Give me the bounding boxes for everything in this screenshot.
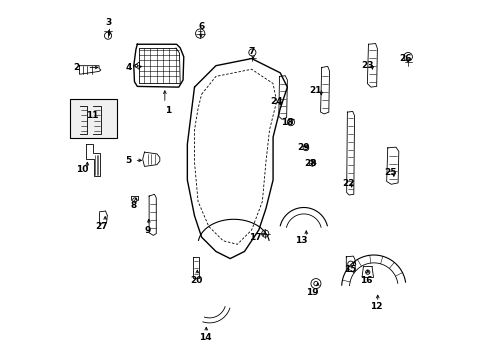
Text: 12: 12 — [370, 302, 382, 311]
Text: 7: 7 — [248, 47, 254, 56]
Text: 6: 6 — [198, 22, 204, 31]
Text: 18: 18 — [281, 118, 293, 127]
Text: 1: 1 — [164, 106, 170, 115]
Text: 3: 3 — [105, 18, 112, 27]
Text: 21: 21 — [309, 86, 322, 95]
Text: 22: 22 — [341, 179, 354, 188]
Text: 2: 2 — [73, 63, 80, 72]
Text: 25: 25 — [384, 168, 396, 177]
Text: 24: 24 — [270, 97, 283, 106]
Text: 10: 10 — [76, 165, 88, 174]
Text: 5: 5 — [125, 156, 131, 165]
Text: 26: 26 — [398, 54, 411, 63]
Text: 27: 27 — [95, 222, 108, 231]
Text: 19: 19 — [305, 288, 318, 297]
Text: 17: 17 — [248, 233, 261, 242]
Text: 23: 23 — [361, 61, 373, 70]
FancyBboxPatch shape — [70, 99, 116, 138]
Text: 16: 16 — [359, 275, 371, 284]
Text: 28: 28 — [304, 159, 316, 168]
Text: 13: 13 — [295, 236, 307, 245]
Text: 8: 8 — [130, 201, 137, 210]
Text: 11: 11 — [86, 111, 99, 120]
Text: 15: 15 — [343, 265, 355, 274]
Text: 14: 14 — [199, 333, 211, 342]
Text: 20: 20 — [190, 275, 202, 284]
Text: 29: 29 — [297, 143, 309, 152]
Text: 4: 4 — [125, 63, 131, 72]
Text: 9: 9 — [144, 225, 151, 234]
